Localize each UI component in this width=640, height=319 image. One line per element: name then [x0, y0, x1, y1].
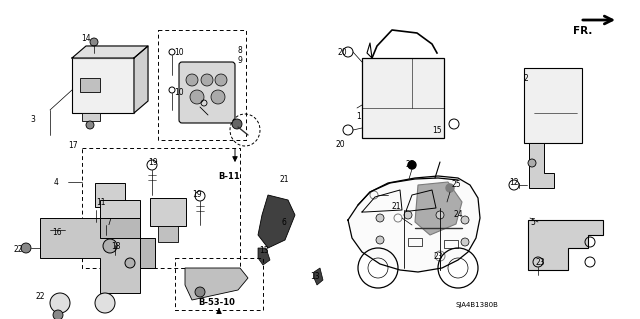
Text: 21: 21: [392, 202, 401, 211]
Polygon shape: [314, 268, 323, 285]
Polygon shape: [185, 268, 248, 300]
Text: 7: 7: [106, 218, 111, 227]
Text: 22: 22: [36, 292, 45, 301]
Circle shape: [125, 258, 135, 268]
Text: 23: 23: [434, 252, 444, 261]
Text: 18: 18: [111, 242, 120, 251]
Text: 11: 11: [96, 198, 106, 207]
Circle shape: [190, 90, 204, 104]
Text: SJA4B1380B: SJA4B1380B: [456, 302, 499, 308]
Bar: [82, 113, 100, 121]
Text: 16: 16: [52, 228, 61, 237]
Bar: [158, 30, 246, 140]
Bar: [524, 68, 582, 143]
Circle shape: [95, 293, 115, 313]
Bar: [158, 226, 178, 242]
Circle shape: [195, 287, 205, 297]
Circle shape: [461, 216, 469, 224]
Polygon shape: [72, 46, 148, 58]
Bar: [362, 58, 444, 138]
Polygon shape: [40, 218, 140, 293]
Bar: [444, 240, 458, 248]
Bar: [95, 183, 125, 207]
Circle shape: [528, 159, 536, 167]
Text: 15: 15: [432, 126, 442, 135]
Text: 22: 22: [14, 245, 24, 254]
Text: 13: 13: [259, 246, 269, 255]
Polygon shape: [100, 218, 155, 268]
Text: FR.: FR.: [573, 26, 593, 36]
Bar: [72, 58, 134, 113]
Text: 6: 6: [281, 218, 286, 227]
Text: 25: 25: [406, 160, 415, 169]
Text: 21: 21: [280, 175, 289, 184]
Bar: [150, 198, 186, 226]
Circle shape: [436, 211, 444, 219]
Text: 19: 19: [192, 190, 202, 199]
Circle shape: [461, 238, 469, 246]
Text: 10: 10: [174, 88, 184, 97]
Text: 3: 3: [30, 115, 35, 124]
Text: B-53-10: B-53-10: [198, 298, 235, 307]
Circle shape: [21, 243, 31, 253]
Text: 4: 4: [54, 178, 59, 187]
Text: 10: 10: [174, 48, 184, 57]
Circle shape: [376, 236, 384, 244]
Text: 14: 14: [81, 34, 91, 43]
Text: B-11: B-11: [218, 172, 240, 181]
Text: 9: 9: [238, 56, 243, 65]
Circle shape: [376, 214, 384, 222]
Text: 23: 23: [536, 258, 546, 267]
Circle shape: [232, 119, 242, 129]
Circle shape: [408, 161, 416, 169]
Bar: [80, 78, 100, 92]
Polygon shape: [528, 220, 603, 270]
Circle shape: [53, 310, 63, 319]
Polygon shape: [348, 176, 480, 272]
Text: 19: 19: [148, 158, 157, 167]
Polygon shape: [415, 182, 462, 235]
Text: 8: 8: [238, 46, 243, 55]
Polygon shape: [529, 143, 554, 188]
Bar: [82, 148, 240, 268]
Text: 24: 24: [454, 210, 463, 219]
Text: 17: 17: [68, 141, 77, 150]
Circle shape: [103, 239, 117, 253]
Text: 25: 25: [452, 180, 461, 189]
Circle shape: [90, 38, 98, 46]
Circle shape: [446, 184, 454, 192]
Bar: [408, 238, 422, 246]
Circle shape: [50, 293, 70, 313]
Text: 2: 2: [524, 74, 529, 83]
Bar: [175, 258, 263, 310]
Polygon shape: [258, 195, 295, 248]
Circle shape: [186, 74, 198, 86]
Text: 5: 5: [530, 218, 535, 227]
Circle shape: [201, 74, 213, 86]
Circle shape: [211, 90, 225, 104]
Bar: [102, 207, 118, 221]
Circle shape: [215, 74, 227, 86]
Text: 12: 12: [509, 178, 518, 187]
Text: 20: 20: [338, 48, 348, 57]
Text: 13: 13: [310, 272, 319, 281]
Polygon shape: [258, 248, 270, 265]
Circle shape: [404, 211, 412, 219]
FancyBboxPatch shape: [179, 62, 235, 123]
Polygon shape: [134, 46, 148, 113]
Circle shape: [86, 121, 94, 129]
Text: 20: 20: [336, 140, 346, 149]
Text: 1: 1: [356, 112, 361, 121]
Bar: [100, 200, 140, 218]
